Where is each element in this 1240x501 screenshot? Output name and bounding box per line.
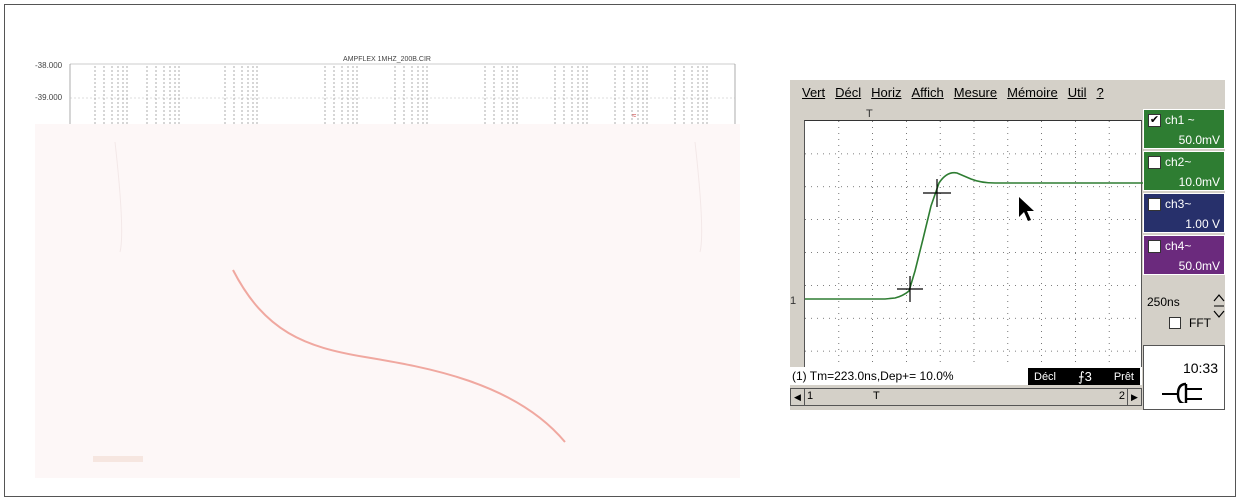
ch4-checkbox[interactable]	[1148, 239, 1161, 253]
channel-1-panel[interactable]: ✔ ch1 ~ 50.0mV	[1143, 109, 1225, 149]
measurement-cursor-1[interactable]	[897, 276, 923, 302]
menu-affich[interactable]: Affich	[911, 85, 944, 100]
scroll-left-arrow-icon[interactable]: ◀	[791, 389, 805, 405]
ch2-name: ch2~	[1165, 155, 1192, 169]
scope-grid	[805, 121, 1143, 384]
trigger-status-box[interactable]: Décl ⨍3 Prêt	[1028, 368, 1140, 385]
ch3-name: ch3~	[1165, 197, 1192, 211]
ch3-checkbox[interactable]	[1148, 197, 1161, 211]
waveform-canvas	[805, 121, 1143, 384]
channel-3-panel[interactable]: ch3~ 1.00 V	[1143, 193, 1225, 233]
ch2-checkbox[interactable]	[1148, 155, 1161, 169]
menu-decl[interactable]: Décl	[835, 85, 862, 100]
ch1-sensitivity: 50.0mV	[1178, 133, 1220, 147]
channel-4-panel[interactable]: ch4~ 50.0mV	[1143, 235, 1225, 275]
ch1-name: ch1 ~	[1165, 113, 1195, 127]
clock-panel: 10:33	[1143, 345, 1225, 410]
svg-text:≈: ≈	[632, 111, 637, 120]
timebase-control[interactable]: 250ns FFT	[1145, 291, 1225, 335]
sim-curve	[232, 269, 566, 443]
ch1-checkbox[interactable]: ✔	[1148, 113, 1161, 127]
sim-grid	[94, 66, 708, 124]
ch1-trace	[805, 171, 1143, 300]
menu-util[interactable]: Util	[1067, 85, 1087, 100]
fft-checkbox[interactable]	[1169, 317, 1181, 329]
trigger-position-marker: T	[866, 108, 873, 120]
timebase-spinner-icon[interactable]	[1213, 293, 1225, 319]
channel-2-panel[interactable]: ch2~ 10.0mV	[1143, 151, 1225, 191]
ch4-sensitivity: 50.0mV	[1178, 259, 1220, 273]
simulation-plot: AMPFLEX 1MHZ_200B.CIR -38.000 -39.000 ≈	[35, 52, 740, 478]
scroll-marker-1: 1	[807, 390, 814, 402]
ch3-sensitivity: 1.00 V	[1185, 217, 1220, 231]
ch1-ground-marker: 1	[790, 295, 797, 307]
sim-y-label-1: -38.000	[35, 61, 63, 70]
menu-help[interactable]: ?	[1096, 85, 1104, 100]
oscilloscope-window: Vert Décl Horiz Affich Mesure Mémoire Ut…	[790, 80, 1225, 410]
sim-plot-title: AMPFLEX 1MHZ_200B.CIR	[343, 56, 431, 63]
memory-scrollbar[interactable]: ◀ 1 T 2 ▶	[790, 388, 1142, 406]
menu-vert[interactable]: Vert	[802, 85, 826, 100]
menu-mesure[interactable]: Mesure	[953, 85, 998, 100]
waveform-display[interactable]	[804, 120, 1143, 384]
fft-label: FFT	[1189, 316, 1211, 330]
trigger-state-label: Prêt	[1113, 370, 1134, 383]
simulation-plot-canvas: AMPFLEX 1MHZ_200B.CIR -38.000 -39.000 ≈	[35, 52, 740, 478]
menu-memoire[interactable]: Mémoire	[1007, 85, 1058, 100]
scroll-trigger-marker: T	[873, 390, 880, 402]
ch2-sensitivity: 10.0mV	[1178, 175, 1220, 189]
scrollbar-track[interactable]: 1 T 2	[805, 389, 1127, 405]
ch4-name: ch4~	[1165, 239, 1192, 253]
measurement-status-bar: (1) Tm=223.0ns,Dep+= 10.0% Décl ⨍3 Prêt	[790, 367, 1142, 385]
scroll-marker-2: 2	[1118, 390, 1125, 402]
timebase-value: 250ns	[1147, 295, 1180, 309]
clock-time: 10:33	[1182, 360, 1218, 376]
menu-bar: Vert Décl Horiz Affich Mesure Mémoire Ut…	[790, 80, 1225, 105]
measurement-readout: (1) Tm=223.0ns,Dep+= 10.0%	[792, 369, 954, 383]
mouse-pointer-icon	[1019, 197, 1034, 221]
trigger-mode-label: Décl	[1034, 370, 1057, 383]
trigger-edge-icon: ⨍3	[1077, 368, 1092, 384]
measurement-cursor-2[interactable]	[923, 179, 951, 207]
sim-y-label-2: -39.000	[35, 93, 63, 102]
scroll-right-arrow-icon[interactable]: ▶	[1127, 389, 1141, 405]
menu-horiz[interactable]: Horiz	[871, 85, 902, 100]
power-plug-icon	[1162, 382, 1202, 403]
